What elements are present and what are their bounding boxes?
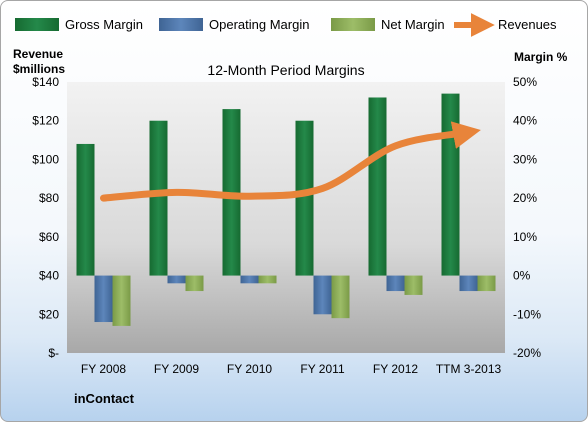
left-tick-label: $20 <box>39 307 59 321</box>
gross-margin-bar <box>441 93 460 276</box>
left-axis-label-line2: $millions <box>13 62 65 76</box>
legend-gross-margin-label: Gross Margin <box>65 17 143 32</box>
chart-title: 12-Month Period Margins <box>207 62 364 78</box>
legend-operating-margin-label: Operating Margin <box>209 17 309 32</box>
category-label: FY 2012 <box>373 362 418 376</box>
net-margin-bar <box>404 275 423 295</box>
operating-margin-bar <box>313 275 332 315</box>
revenue-layer <box>100 121 481 202</box>
legend: Gross Margin Operating Margin Net Margin Re… <box>15 13 557 37</box>
gross-margin-bar <box>149 120 168 276</box>
left-tick-label: $140 <box>32 75 59 89</box>
net-margin-bar <box>477 275 496 292</box>
right-tick-label: 30% <box>513 152 537 166</box>
footer-brand: inContact <box>74 391 135 406</box>
revenues-line <box>100 121 481 202</box>
right-tick-label: 10% <box>513 230 537 244</box>
category-label: TTM 3-2013 <box>436 362 502 376</box>
category-label: FY 2010 <box>227 362 272 376</box>
gross-margin-bar <box>76 143 95 276</box>
net-margin-bar <box>112 275 131 326</box>
left-tick-label: $40 <box>39 269 59 283</box>
legend-gross-margin-swatch <box>15 18 59 31</box>
right-axis-ticks: -20% -10% 0% 10% 20% 30% 40% 50% <box>513 75 541 360</box>
category-label: FY 2011 <box>300 362 345 376</box>
left-tick-label: $80 <box>39 191 59 205</box>
left-tick-label: $100 <box>32 152 59 166</box>
right-tick-label: -10% <box>513 307 541 321</box>
left-tick-label: $- <box>48 346 59 360</box>
operating-margin-bar <box>240 275 259 284</box>
category-label: FY 2009 <box>154 362 199 376</box>
left-axis-label-line1: Revenue <box>13 47 63 61</box>
legend-revenues-label: Revenues <box>498 17 557 32</box>
legend-net-margin-label: Net Margin <box>381 17 445 32</box>
legend-operating-margin: Operating Margin <box>159 17 309 32</box>
right-tick-label: 20% <box>513 191 537 205</box>
operating-margin-bar <box>459 275 478 292</box>
left-tick-label: $60 <box>39 230 59 244</box>
operating-margin-bar <box>94 275 113 323</box>
category-labels: FY 2008 FY 2009 FY 2010 FY 2011 FY 2012 TTM 3… <box>81 362 502 376</box>
right-tick-label: -20% <box>513 346 541 360</box>
right-tick-label: 40% <box>513 114 537 128</box>
net-margin-bar <box>258 275 277 284</box>
left-tick-label: $120 <box>32 114 59 128</box>
legend-net-margin-swatch <box>331 18 375 31</box>
operating-margin-bar <box>386 275 405 292</box>
legend-operating-margin-swatch <box>159 18 203 31</box>
gross-margin-bar <box>295 120 314 276</box>
operating-margin-bar <box>167 275 186 284</box>
net-margin-bar <box>185 275 204 292</box>
gross-margin-bar <box>368 97 387 276</box>
net-margin-bar <box>331 275 350 319</box>
right-tick-label: 0% <box>513 269 531 283</box>
legend-revenues: Revenues <box>454 13 557 37</box>
right-axis-label: Margin % <box>514 50 568 64</box>
category-label: FY 2008 <box>81 362 126 376</box>
right-tick-label: 50% <box>513 75 537 89</box>
left-axis-ticks: $- $20 $40 $60 $80 $100 $120 $140 <box>32 75 59 360</box>
legend-net-margin: Net Margin <box>331 17 445 32</box>
legend-gross-margin: Gross Margin <box>15 17 143 32</box>
plot-area <box>67 82 505 353</box>
